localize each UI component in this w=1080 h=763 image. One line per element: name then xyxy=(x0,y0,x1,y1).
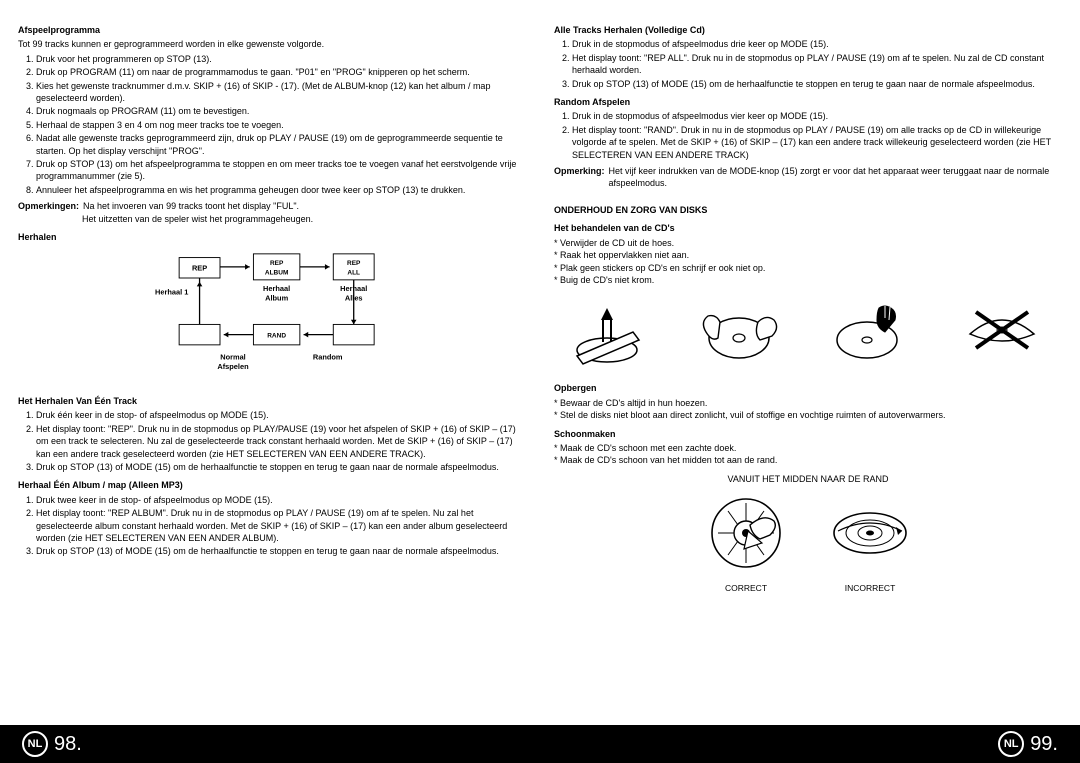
cleaning-caption: VANUIT HET MIDDEN NAAR DE RAND xyxy=(554,473,1062,485)
list-item: Raak het oppervlakken niet aan. xyxy=(554,249,1062,261)
svg-text:Herhaal 1: Herhaal 1 xyxy=(155,287,188,296)
diagram-box-rep: REP xyxy=(192,263,207,272)
heading-herhalen: Herhalen xyxy=(18,231,526,243)
remark-body: Na het invoeren van 99 tracks toont het … xyxy=(83,200,526,212)
list-item: Druk op STOP (13) of MODE (15) om de her… xyxy=(572,78,1062,90)
list-item: Druk op PROGRAM (11) om naar de programm… xyxy=(36,66,526,78)
handling-illustrations xyxy=(554,298,1062,368)
svg-text:Album: Album xyxy=(265,293,288,302)
page-num-text: 98. xyxy=(54,733,82,756)
page-footer: NL 98. NL 99. xyxy=(0,725,1080,763)
cleaning-correct-block: CORRECT xyxy=(704,491,788,594)
intro-text: Tot 99 tracks kunnen er geprogrammeerd w… xyxy=(18,38,526,50)
list-item: Maak de CD's schoon met een zachte doek. xyxy=(554,442,1062,454)
remark-label: Opmerking: xyxy=(554,165,605,190)
svg-text:Herhaal: Herhaal xyxy=(263,284,290,293)
list-item: Herhaal de stappen 3 en 4 om nog meer tr… xyxy=(36,119,526,131)
right-column: Alle Tracks Herhalen (Volledige Cd) Druk… xyxy=(554,24,1062,717)
repeat-mode-diagram: REP REP ALBUM REP ALL Herhaal 1 Herhaal … xyxy=(112,252,432,385)
heading-repeat-album: Herhaal Één Album / map (Alleen MP3) xyxy=(18,479,526,491)
correct-label: CORRECT xyxy=(704,583,788,595)
subheading-handling: Het behandelen van de CD's xyxy=(554,222,1062,234)
cleaning-illustrations: CORRECT INCORRECT xyxy=(554,491,1062,594)
svg-text:RAND: RAND xyxy=(267,332,286,339)
heading-maintenance: ONDERHOUD EN ZORG VAN DISKS xyxy=(554,204,1062,216)
list-item: Nadat alle gewenste tracks geprogrammeer… xyxy=(36,132,526,157)
svg-text:REP: REP xyxy=(347,260,361,267)
list-item: Druk nogmaals op PROGRAM (11) om te beve… xyxy=(36,105,526,117)
programming-steps: Druk voor het programmeren op STOP (13).… xyxy=(18,53,526,196)
list-item: Druk op STOP (13) of MODE (15) om de her… xyxy=(36,545,526,557)
heading-afspeelprogramma: Afspeelprogramma xyxy=(18,24,526,36)
list-item: Het display toont: "REP ALBUM". Druk nu … xyxy=(36,507,526,544)
random-steps: Druk in de stopmodus of afspeelmodus vie… xyxy=(554,110,1062,161)
remove-from-case-icon xyxy=(573,298,651,368)
hold-edges-icon xyxy=(694,298,784,368)
heading-cleaning: Schoonmaken xyxy=(554,428,1062,440)
page-number-left: NL 98. xyxy=(22,731,82,757)
no-touch-surface-icon xyxy=(827,298,917,368)
left-column: Afspeelprogramma Tot 99 tracks kunnen er… xyxy=(18,24,526,717)
repeat-album-steps: Druk twee keer in de stop- of afspeelmod… xyxy=(18,494,526,558)
list-item: Plak geen stickers op CD's en schrijf er… xyxy=(554,262,1062,274)
page-num-text: 99. xyxy=(1030,733,1058,756)
storage-tips: Bewaar de CD's altijd in hun hoezen. Ste… xyxy=(554,397,1062,422)
list-item: Annuleer het afspeelprogramma en wis het… xyxy=(36,184,526,196)
no-bend-icon xyxy=(960,298,1044,368)
page-spread: Afspeelprogramma Tot 99 tracks kunnen er… xyxy=(0,0,1080,725)
cleaning-tips: Maak de CD's schoon met een zachte doek.… xyxy=(554,442,1062,467)
list-item: Het display toont: "REP". Druk nu in de … xyxy=(36,423,526,460)
remark-label: Opmerkingen: xyxy=(18,200,79,212)
list-item: Druk voor het programmeren op STOP (13). xyxy=(36,53,526,65)
incorrect-label: INCORRECT xyxy=(828,583,912,595)
list-item: Druk op STOP (13) om het afspeelprogramm… xyxy=(36,158,526,183)
svg-text:Random: Random xyxy=(313,352,343,361)
remark-line-random: Opmerking: Het vijf keer indrukken van d… xyxy=(554,165,1062,190)
list-item: Druk in de stopmodus of afspeelmodus dri… xyxy=(572,38,1062,50)
list-item: Druk in de stopmodus of afspeelmodus vie… xyxy=(572,110,1062,122)
page-number-right: NL 99. xyxy=(998,731,1058,757)
list-item: Kies het gewenste tracknummer d.m.v. SKI… xyxy=(36,80,526,105)
cleaning-incorrect-block: INCORRECT xyxy=(828,491,912,594)
clean-incorrect-icon xyxy=(828,491,912,575)
svg-text:ALBUM: ALBUM xyxy=(265,269,288,276)
list-item: Stel de disks niet bloot aan direct zonl… xyxy=(554,409,1062,421)
list-item: Het display toont: "RAND". Druk in nu in… xyxy=(572,124,1062,161)
remark-body-2: Het uitzetten van de speler wist het pro… xyxy=(82,213,526,225)
nl-badge: NL xyxy=(22,731,48,757)
svg-text:ALL: ALL xyxy=(347,269,360,276)
svg-text:REP: REP xyxy=(270,260,284,267)
heading-storage: Opbergen xyxy=(554,382,1062,394)
repeat-one-steps: Druk één keer in de stop- of afspeelmodu… xyxy=(18,409,526,473)
heading-random: Random Afspelen xyxy=(554,96,1062,108)
nl-badge: NL xyxy=(998,731,1024,757)
list-item: Maak de CD's schoon van het midden tot a… xyxy=(554,454,1062,466)
repeat-all-steps: Druk in de stopmodus of afspeelmodus dri… xyxy=(554,38,1062,90)
heading-repeat-one-track: Het Herhalen Van Één Track xyxy=(18,395,526,407)
clean-correct-icon xyxy=(704,491,788,575)
handling-tips: Verwijder de CD uit de hoes. Raak het op… xyxy=(554,237,1062,287)
heading-repeat-all: Alle Tracks Herhalen (Volledige Cd) xyxy=(554,24,1062,36)
list-item: Druk twee keer in de stop- of afspeelmod… xyxy=(36,494,526,506)
list-item: Het display toont: "REP ALL". Druk nu in… xyxy=(572,52,1062,77)
svg-text:Afspelen: Afspelen xyxy=(217,362,249,371)
list-item: Verwijder de CD uit de hoes. xyxy=(554,237,1062,249)
list-item: Buig de CD's niet krom. xyxy=(554,274,1062,286)
list-item: Druk één keer in de stop- of afspeelmodu… xyxy=(36,409,526,421)
svg-text:Normal: Normal xyxy=(220,352,246,361)
list-item: Druk op STOP (13) of MODE (15) om de her… xyxy=(36,461,526,473)
list-item: Bewaar de CD's altijd in hun hoezen. xyxy=(554,397,1062,409)
remark-body: Het vijf keer indrukken van de MODE-knop… xyxy=(609,165,1062,190)
remark-line: Opmerkingen: Na het invoeren van 99 trac… xyxy=(18,200,526,212)
